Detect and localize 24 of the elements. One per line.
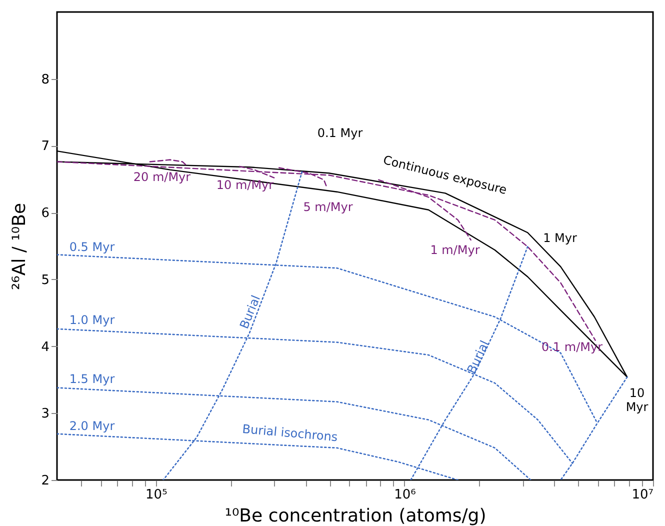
annotation: 5 m/Myr bbox=[303, 200, 353, 214]
y-tick-label: 5 bbox=[41, 272, 50, 288]
y-tick-label: 2 bbox=[41, 474, 50, 488]
annotation: 10 m/Myr bbox=[216, 178, 274, 192]
x-axis-title: ¹⁰Be concentration (atoms/g) bbox=[224, 506, 486, 526]
annotation: 1 Myr bbox=[543, 231, 577, 245]
annotation: 1 m/Myr bbox=[430, 243, 480, 257]
y-tick-label: 4 bbox=[41, 340, 50, 355]
annotation: 0.5 Myr bbox=[69, 240, 115, 254]
y-tick-label: 7 bbox=[41, 139, 50, 154]
annotation: 0.1 Myr bbox=[317, 126, 363, 140]
y-axis-title: ²⁶Al / ¹⁰Be bbox=[9, 202, 30, 290]
annotation: 2.0 Myr bbox=[69, 419, 115, 433]
annotation: 10 Myr bbox=[626, 386, 648, 414]
annotation: 1.5 Myr bbox=[69, 372, 115, 386]
y-tick-label: 3 bbox=[41, 406, 50, 422]
annotation: 1.0 Myr bbox=[69, 313, 115, 327]
annotation: Burial isochrons bbox=[242, 422, 338, 444]
x-tick-label: 10⁷ bbox=[632, 488, 654, 502]
y-tick-label: 8 bbox=[41, 72, 50, 88]
y-tick-label: 6 bbox=[41, 206, 50, 222]
x-tick-label: 10⁶ bbox=[394, 488, 416, 502]
annotation: 20 m/Myr bbox=[133, 170, 191, 184]
x-tick-label: 10⁵ bbox=[146, 488, 168, 502]
